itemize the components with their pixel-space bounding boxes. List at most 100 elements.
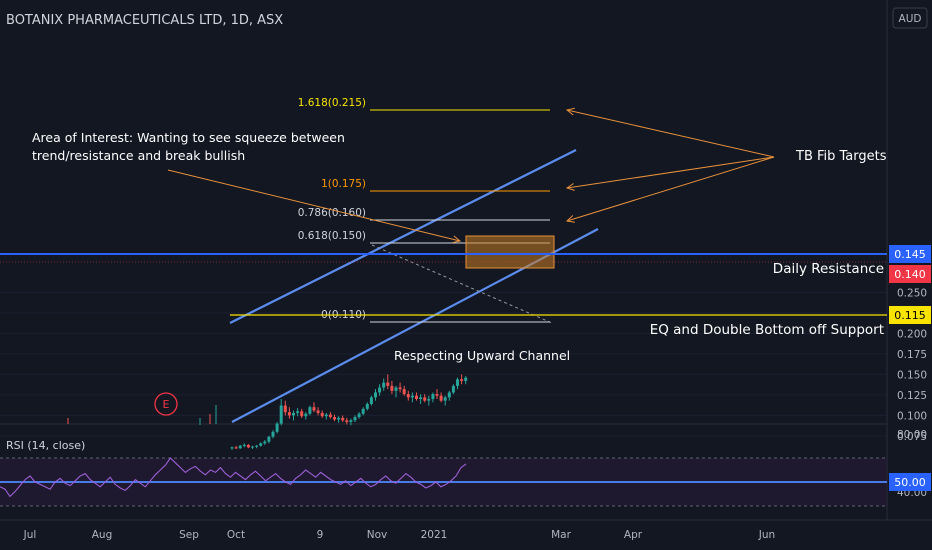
- candle-body: [275, 423, 279, 432]
- candle-body: [464, 377, 468, 381]
- candle-body: [374, 392, 377, 398]
- candle-body: [296, 411, 300, 413]
- candle-body: [435, 394, 439, 396]
- arrow-to-1[interactable]: [566, 156, 775, 189]
- rsi-title: RSI (14, close): [6, 439, 85, 452]
- price-badge: [889, 245, 931, 263]
- candle-body: [456, 379, 459, 386]
- candle-body: [312, 407, 316, 411]
- candle-body: [365, 403, 369, 409]
- rsi-panel: RSI (14, close): [0, 439, 887, 507]
- time-tick: Jul: [23, 529, 37, 541]
- candle-body: [410, 395, 414, 398]
- arrow-to-aoi[interactable]: [167, 169, 461, 242]
- earnings-icon[interactable]: [154, 392, 178, 416]
- time-tick: Jun: [758, 529, 775, 541]
- fib-level-label: 0.618(0.150): [298, 230, 366, 242]
- time-tick: Aug: [92, 529, 113, 541]
- price-tick: 0.175: [897, 349, 927, 361]
- candle-body: [341, 417, 345, 421]
- time-tick: 2021: [421, 529, 448, 541]
- candle-body: [423, 397, 427, 401]
- respecting-channel-text: Respecting Upward Channel: [394, 348, 570, 363]
- candle-body: [279, 405, 283, 424]
- candle-body: [255, 445, 259, 447]
- candle-body: [300, 411, 304, 417]
- tb-fib-targets-text: TB Fib Targets: [795, 149, 887, 164]
- arrow-to-1618[interactable]: [566, 109, 775, 158]
- currency-label: AUD: [899, 13, 922, 25]
- candle-body: [345, 420, 349, 422]
- candle-body: [382, 382, 386, 388]
- candle-body: [259, 443, 263, 446]
- area-of-interest-box[interactable]: [465, 235, 555, 269]
- candle-body: [353, 417, 357, 421]
- candle-body: [238, 445, 242, 449]
- candle-body: [447, 392, 451, 398]
- rsi-tick: 80.00: [897, 429, 927, 441]
- aoi-text-line1: Area of Interest: Wanting to see squeeze…: [32, 130, 345, 145]
- price-tick: 0.100: [897, 410, 927, 422]
- earnings-label: E: [163, 398, 170, 411]
- candle-body: [369, 397, 373, 404]
- price-tick: 0.200: [897, 328, 927, 340]
- candle-body: [415, 395, 418, 399]
- channel-upper-line[interactable]: [229, 149, 577, 324]
- candle-body: [242, 444, 246, 446]
- candle-body: [263, 441, 267, 444]
- candle-body: [230, 447, 234, 449]
- price-tick: 0.075: [897, 431, 927, 443]
- price-badge-label: 0.145: [894, 248, 926, 261]
- candle-body: [246, 444, 250, 448]
- candle-body: [308, 407, 312, 414]
- chart-title: BOTANIX PHARMACEUTICALS LTD, 1D, ASX: [6, 13, 283, 28]
- candle-body: [398, 387, 402, 390]
- candle-body: [419, 397, 423, 399]
- time-tick: Mar: [551, 529, 571, 541]
- arrow-to-1-head: [565, 183, 575, 191]
- descending-trendline[interactable]: [371, 244, 553, 324]
- candle-body: [333, 417, 336, 420]
- candle-body: [292, 412, 295, 416]
- candle-body: [390, 385, 394, 391]
- candle-body: [357, 413, 361, 418]
- candle-body: [431, 394, 435, 399]
- candle-body: [251, 446, 254, 448]
- time-tick: Nov: [367, 529, 388, 541]
- candle-body: [283, 405, 287, 413]
- rsi-badge: [889, 473, 931, 491]
- fib-level-label: 0.786(0.160): [298, 207, 366, 219]
- fib-level-label: 1(0.175): [321, 178, 366, 190]
- price-badge: [889, 265, 931, 283]
- price-badge-label: 0.140: [894, 268, 926, 281]
- candle-body: [460, 379, 464, 381]
- candle-body: [427, 399, 431, 401]
- candle-body: [439, 395, 443, 401]
- price-tick: 0.150: [897, 369, 927, 381]
- candle-body: [324, 414, 328, 417]
- candle-body: [337, 417, 341, 420]
- arrow-to-0786[interactable]: [566, 156, 775, 222]
- daily-resistance-text: Daily Resistance: [773, 261, 884, 277]
- candle-body: [320, 412, 324, 417]
- candle-body: [378, 387, 382, 393]
- time-tick: Oct: [227, 529, 245, 541]
- rsi-badge-label: 50.00: [894, 476, 926, 489]
- currency-box[interactable]: [892, 7, 928, 29]
- candle-body: [316, 410, 320, 413]
- candle-body: [361, 408, 365, 414]
- arrow-to-0786-head: [565, 215, 575, 223]
- arrow-to-1618-head: [565, 107, 575, 116]
- fib-level-label: 1.618(0.215): [298, 97, 366, 109]
- price-tick: 0.125: [897, 390, 927, 402]
- arrow-to-aoi-head: [452, 235, 462, 244]
- candle-body: [402, 389, 406, 395]
- candle-body: [386, 382, 390, 386]
- price-badge-label: 0.115: [894, 309, 926, 322]
- candle-body: [394, 387, 398, 391]
- candle-body: [406, 394, 410, 398]
- candle-body: [234, 447, 238, 449]
- candle-body: [304, 413, 308, 417]
- eq-double-bottom-text: EQ and Double Bottom off Support: [650, 322, 884, 338]
